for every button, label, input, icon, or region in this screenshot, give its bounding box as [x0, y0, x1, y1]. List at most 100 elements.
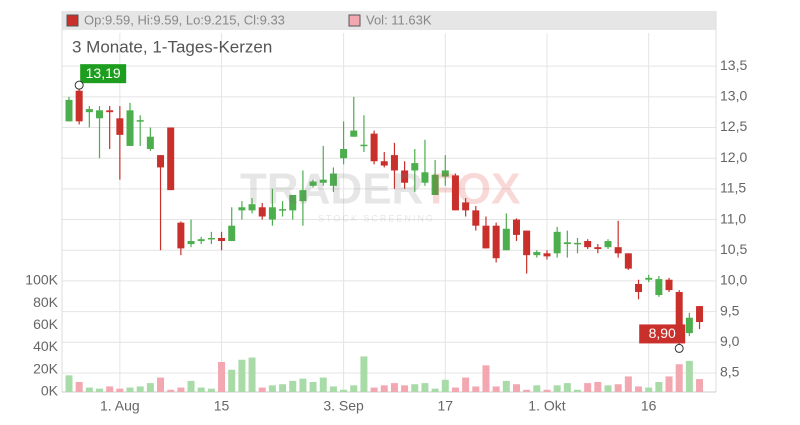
- volume-bar: [675, 364, 683, 392]
- candle-body: [258, 207, 266, 217]
- volume-bar: [65, 375, 73, 392]
- volume-tick-label: 80K: [33, 294, 59, 310]
- candle-body: [492, 225, 500, 259]
- volume-bar: [696, 379, 704, 392]
- volume-bar: [187, 380, 195, 392]
- candle-body: [207, 237, 215, 240]
- annotation-box: [639, 324, 686, 344]
- candle-body: [411, 163, 419, 171]
- candle-body: [126, 110, 134, 146]
- candle-body: [370, 133, 378, 162]
- volume-bar: [482, 365, 490, 392]
- candle-body: [116, 118, 124, 135]
- candle-body: [85, 109, 93, 113]
- volume-bar: [380, 385, 388, 392]
- header-bar: [62, 11, 716, 30]
- x-tick-label: 1. Aug: [100, 398, 140, 414]
- volume-bar: [624, 376, 632, 392]
- volume-bar: [218, 361, 226, 392]
- annotation-marker: [674, 343, 684, 353]
- volume-bar: [655, 381, 663, 392]
- volume-bar: [462, 377, 470, 392]
- volume-bar: [248, 357, 256, 392]
- volume-bar: [126, 387, 134, 392]
- candle-body: [106, 110, 114, 113]
- ohlc-legend: Op:9.59, Hi:9.59, Lo:9.215, Cl:9.33: [84, 12, 285, 27]
- volume-tick-label: 100K: [25, 272, 58, 288]
- candle-body: [75, 90, 83, 122]
- volume-bar: [197, 387, 205, 392]
- candle-body: [584, 241, 592, 248]
- candle-body: [462, 202, 470, 211]
- candle-body: [329, 173, 337, 186]
- y-tick-label: 11,0: [720, 210, 746, 226]
- annotation-box: [80, 64, 127, 84]
- volume-bar: [299, 378, 307, 392]
- volume-bar: [319, 377, 327, 392]
- x-tick-label: 16: [641, 398, 657, 414]
- candle-body: [238, 207, 246, 211]
- candle-body: [299, 190, 307, 202]
- candle-body: [553, 231, 561, 254]
- volume-bar: [574, 389, 581, 392]
- volume-bar: [441, 379, 449, 392]
- candle-body: [309, 181, 317, 186]
- volume-bar: [553, 385, 561, 392]
- y-tick-label: 9,0: [720, 333, 740, 349]
- volume-legend: Vol: 11.63K: [366, 12, 432, 27]
- candle-body: [319, 179, 327, 183]
- volume-bar: [685, 360, 693, 392]
- candle-body: [624, 253, 632, 269]
- candle-body: [533, 252, 541, 256]
- candle-body: [360, 144, 368, 147]
- x-tick-label: 1. Okt: [528, 398, 565, 414]
- volume-bar: [329, 386, 337, 392]
- candle-body: [574, 242, 581, 245]
- candle-body: [614, 247, 622, 254]
- volume-bar: [350, 385, 358, 392]
- volume-bar: [146, 383, 154, 392]
- volume-bar: [136, 386, 144, 392]
- candle-body: [665, 279, 673, 291]
- y-tick-label: 10,0: [720, 272, 747, 288]
- candle-body: [248, 204, 256, 211]
- candle-body: [197, 239, 205, 242]
- y-tick-label: 9,5: [720, 302, 740, 318]
- volume-tick-label: 20K: [33, 360, 59, 376]
- volume-bar: [360, 356, 368, 392]
- volume-bar: [431, 388, 439, 392]
- y-tick-label: 12,0: [720, 149, 747, 165]
- volume-bar: [665, 376, 673, 392]
- volume-bar: [645, 387, 653, 392]
- volume-bar: [228, 369, 236, 392]
- candle-body: [167, 127, 175, 191]
- candle-body: [645, 277, 653, 280]
- watermark-tagline: STOCK SCREENING: [318, 213, 435, 223]
- volume-bar: [116, 388, 124, 392]
- candle-body: [502, 228, 510, 251]
- volume-bar: [472, 386, 480, 392]
- candle-body: [512, 219, 520, 235]
- subtitle: 3 Monate, 1-Tages-Kerzen: [72, 37, 272, 56]
- candle-body: [655, 279, 663, 296]
- candle-body: [279, 209, 287, 211]
- y-tick-label: 12,5: [720, 118, 747, 134]
- volume-bar: [85, 387, 93, 392]
- volume-bar: [604, 385, 612, 392]
- candle-body: [340, 148, 348, 159]
- candle-body: [268, 207, 276, 220]
- ohlc-legend-marker: [66, 14, 79, 27]
- candle-body: [472, 210, 480, 226]
- volume-bar: [268, 385, 276, 392]
- y-tick-label: 11,5: [720, 180, 746, 196]
- candle-body: [187, 241, 195, 245]
- volume-bar: [502, 380, 510, 392]
- candle-body: [401, 170, 409, 183]
- volume-bar: [177, 387, 185, 392]
- volume-bar: [533, 385, 541, 392]
- candle-body: [482, 225, 490, 249]
- candle-body: [65, 99, 73, 122]
- volume-bar: [523, 389, 531, 392]
- volume-bar: [258, 387, 266, 392]
- candle-body: [136, 120, 144, 122]
